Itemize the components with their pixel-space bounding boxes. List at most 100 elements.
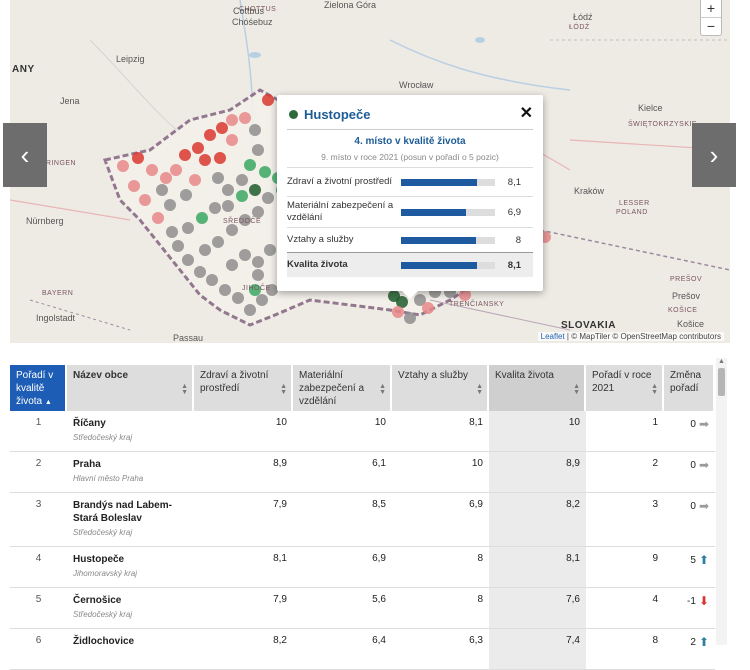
- municipality-marker[interactable]: [194, 266, 206, 278]
- municipality-marker[interactable]: [422, 302, 434, 314]
- municipality-marker[interactable]: [182, 254, 194, 266]
- municipality-marker[interactable]: [182, 222, 194, 234]
- cell-name: Brandýs nad Labem-Stará Boleslav Středoče…: [67, 493, 194, 546]
- municipality-marker[interactable]: [164, 199, 176, 211]
- municipality-marker[interactable]: [396, 296, 408, 308]
- municipality-marker[interactable]: [222, 184, 234, 196]
- municipality-marker[interactable]: [199, 244, 211, 256]
- municipality-marker[interactable]: [152, 212, 164, 224]
- municipality-marker[interactable]: [179, 149, 191, 161]
- municipality-marker[interactable]: [459, 289, 471, 301]
- municipality-marker[interactable]: [180, 189, 192, 201]
- municipality-marker[interactable]: [166, 226, 178, 238]
- municipality-marker[interactable]: [204, 129, 216, 141]
- municipality-marker[interactable]: [262, 192, 274, 204]
- municipality-marker[interactable]: [206, 274, 218, 286]
- column-header-relations[interactable]: Vztahy a služby ▲ ▼: [392, 365, 489, 411]
- table-header: Pořadí v kvalitě života ▲ Název obce ▲ ▼ …: [10, 365, 715, 411]
- column-header-change[interactable]: Změna pořadí: [664, 365, 715, 411]
- municipality-marker[interactable]: [256, 294, 268, 306]
- municipality-name: Praha: [73, 459, 101, 470]
- score-bar-track: [401, 261, 495, 269]
- municipality-marker[interactable]: [404, 312, 416, 324]
- table-row[interactable]: 6 Židlochovice 8,2 6,4 6,3 7,4 8 2 ⬆: [10, 629, 715, 670]
- municipality-marker[interactable]: [132, 152, 144, 164]
- zoom-out-button[interactable]: −: [701, 17, 721, 35]
- municipality-marker[interactable]: [212, 172, 224, 184]
- column-header-health[interactable]: Zdraví a životní prostředí ▲ ▼: [194, 365, 293, 411]
- sort-asc-icon: ▲: [44, 399, 52, 406]
- region-name: Hlavní město Praha: [73, 474, 144, 483]
- table-row[interactable]: 1 Říčany Středočeský kraj 10 10 8,1 10 1 0 ➡: [10, 411, 715, 452]
- cell-rank-2021: 3: [652, 499, 658, 510]
- municipality-marker[interactable]: [244, 304, 256, 316]
- zoom-in-button[interactable]: +: [706, 0, 716, 16]
- municipality-marker[interactable]: [226, 224, 238, 236]
- scroll-up-icon[interactable]: ▲: [718, 358, 725, 365]
- table-row[interactable]: 2 Praha Hlavní město Praha 8,9 6,1 10 8,9 2 0 ➡: [10, 452, 715, 493]
- column-header-rank[interactable]: Pořadí v kvalitě života ▲: [10, 365, 67, 411]
- municipality-marker[interactable]: [252, 144, 264, 156]
- table-row[interactable]: 3 Brandýs nad Labem-Stará Boleslav Středoč…: [10, 493, 715, 547]
- next-arrow-button[interactable]: ›: [692, 123, 736, 187]
- municipality-marker[interactable]: [232, 292, 244, 304]
- municipality-marker[interactable]: [249, 184, 261, 196]
- municipality-marker[interactable]: [239, 249, 251, 261]
- municipality-marker[interactable]: [226, 134, 238, 146]
- municipality-marker[interactable]: [199, 154, 211, 166]
- municipality-marker[interactable]: [262, 94, 274, 106]
- municipality-marker[interactable]: [146, 164, 158, 176]
- municipality-marker[interactable]: [212, 236, 224, 248]
- municipality-marker[interactable]: [128, 180, 140, 192]
- municipality-marker[interactable]: [239, 112, 251, 124]
- municipality-marker[interactable]: [252, 269, 264, 281]
- municipality-marker[interactable]: [252, 256, 264, 268]
- municipality-marker[interactable]: [189, 174, 201, 186]
- column-header-name[interactable]: Název obce ▲ ▼: [67, 365, 194, 411]
- municipality-marker[interactable]: [117, 160, 129, 172]
- zoom-control[interactable]: + −: [700, 0, 722, 36]
- municipality-marker[interactable]: [249, 124, 261, 136]
- municipality-marker[interactable]: [170, 164, 182, 176]
- municipality-marker[interactable]: [160, 172, 172, 184]
- column-header-rank-2021[interactable]: Pořadí v roce 2021 ▲ ▼: [586, 365, 664, 411]
- municipality-marker[interactable]: [192, 142, 204, 154]
- municipality-marker[interactable]: [252, 206, 264, 218]
- municipality-marker[interactable]: [226, 259, 238, 271]
- close-icon[interactable]: ✕: [519, 105, 533, 122]
- municipality-marker[interactable]: [244, 159, 256, 171]
- municipality-marker[interactable]: [249, 284, 261, 296]
- table-row[interactable]: 4 Hustopeče Jihomoravský kraj 8,1 6,9 8 8,1 9 5 ⬆: [10, 547, 715, 588]
- previous-arrow-button[interactable]: ‹: [3, 123, 47, 187]
- map-place-label: ŚWIĘTOKRZYSKIE: [628, 121, 698, 128]
- municipality-marker[interactable]: [259, 166, 271, 178]
- leaflet-link[interactable]: Leaflet: [540, 332, 565, 341]
- municipality-marker[interactable]: [216, 122, 228, 134]
- municipality-marker[interactable]: [239, 214, 251, 226]
- cell-health: 8,9: [273, 458, 287, 469]
- table-scrollbar[interactable]: ▲: [716, 358, 727, 645]
- scrollbar-thumb[interactable]: [718, 368, 725, 396]
- municipality-marker[interactable]: [172, 240, 184, 252]
- column-header-quality[interactable]: Kvalita života ▲ ▼: [489, 365, 586, 411]
- municipality-marker[interactable]: [266, 284, 278, 296]
- cell-material: 10: [374, 417, 386, 428]
- map-place-label: TRENČIANSKY: [449, 301, 505, 308]
- municipality-marker[interactable]: [226, 114, 238, 126]
- map[interactable]: CHOTTUS Cottbus Chóśebuz Zielona Góra Łódź ŁÓ…: [10, 0, 730, 343]
- municipality-marker[interactable]: [139, 194, 151, 206]
- municipality-marker[interactable]: [156, 184, 168, 196]
- municipality-marker[interactable]: [264, 244, 276, 256]
- municipality-marker[interactable]: [222, 200, 234, 212]
- table-row[interactable]: 5 Černošice Středočeský kraj 7,9 5,6 8 7,6 4 -1 ⬇: [10, 588, 715, 629]
- municipality-marker[interactable]: [236, 174, 248, 186]
- municipality-marker[interactable]: [236, 190, 248, 202]
- column-header-material[interactable]: Materiální zabezpečení a vzdělání ▲ ▼: [293, 365, 392, 411]
- municipality-marker[interactable]: [214, 152, 226, 164]
- score-label: Zdraví a životní prostředí: [287, 176, 393, 187]
- municipality-marker[interactable]: [209, 202, 221, 214]
- cell-relations: 8: [477, 594, 483, 605]
- municipality-marker[interactable]: [196, 212, 208, 224]
- municipality-marker[interactable]: [392, 306, 404, 318]
- municipality-marker[interactable]: [219, 284, 231, 296]
